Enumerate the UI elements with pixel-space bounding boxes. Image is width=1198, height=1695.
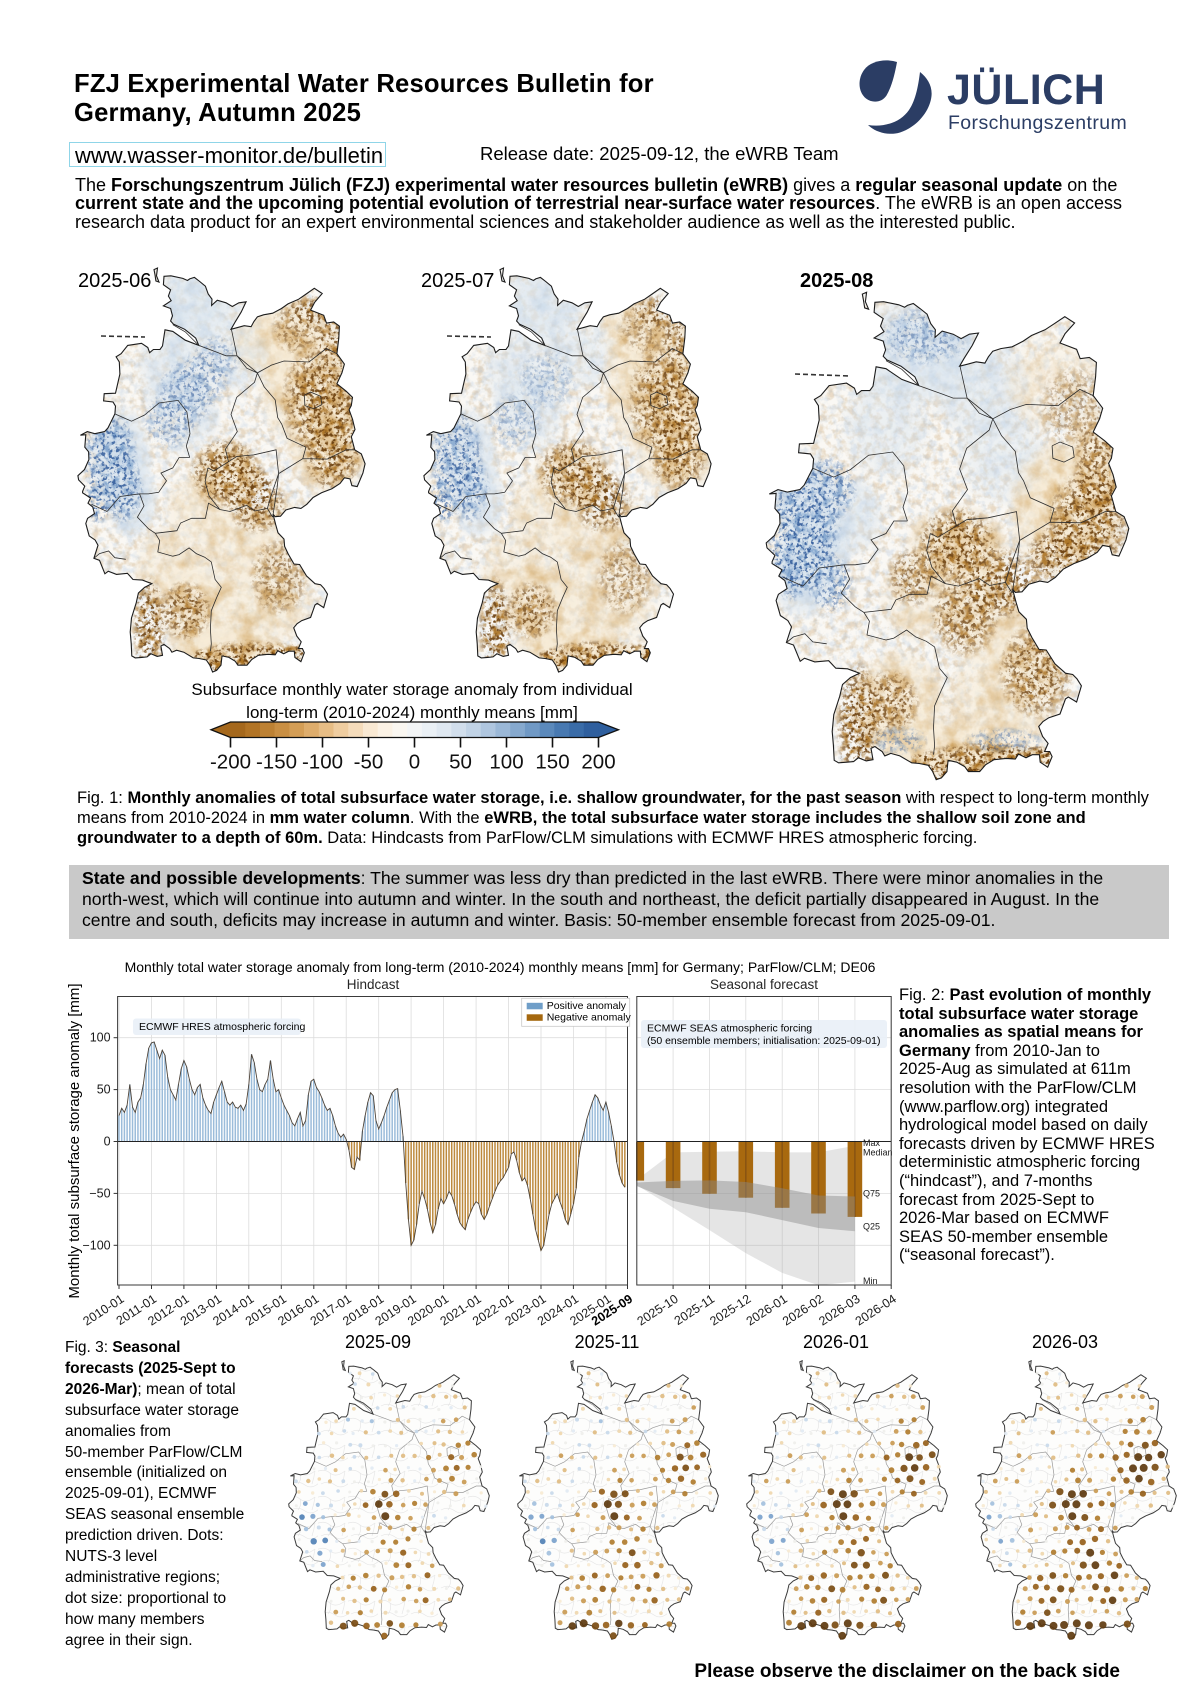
svg-text:JÜLICH: JÜLICH — [947, 66, 1105, 114]
svg-text:Q75: Q75 — [863, 1189, 880, 1199]
svg-text:Forschungszentrum: Forschungszentrum — [948, 112, 1127, 134]
svg-text:ECMWF HRES atmospheric forcing: ECMWF HRES atmospheric forcing — [139, 1021, 305, 1033]
svg-text:Monthly total subsurface stora: Monthly total subsurface storage anomaly… — [66, 983, 83, 1298]
svg-text:ECMWF SEAS atmospheric forcing: ECMWF SEAS atmospheric forcing — [647, 1023, 812, 1035]
svg-text:2026-04: 2026-04 — [853, 1292, 899, 1329]
svg-text:50: 50 — [97, 1083, 111, 1097]
svg-text:Max: Max — [863, 1138, 881, 1148]
svg-text:-50: -50 — [354, 751, 384, 774]
svg-text:−100: −100 — [82, 1238, 110, 1252]
svg-text:Min: Min — [863, 1276, 878, 1286]
svg-text:2026-02: 2026-02 — [780, 1292, 826, 1329]
svg-text:-200: -200 — [210, 751, 251, 774]
svg-text:100: 100 — [489, 751, 523, 774]
svg-text:2025-12: 2025-12 — [707, 1292, 753, 1329]
svg-text:Q25: Q25 — [863, 1222, 880, 1232]
svg-text:200: 200 — [581, 751, 615, 774]
svg-text:100: 100 — [90, 1031, 111, 1045]
svg-text:Hindcast: Hindcast — [347, 977, 400, 992]
svg-text:−50: −50 — [89, 1186, 110, 1200]
svg-text:2025-10: 2025-10 — [635, 1292, 681, 1329]
svg-text:-150: -150 — [256, 751, 297, 774]
svg-text:Seasonal forecast: Seasonal forecast — [710, 977, 818, 992]
svg-text:0: 0 — [104, 1135, 111, 1149]
svg-text:Median: Median — [863, 1148, 893, 1158]
svg-text:50: 50 — [449, 751, 472, 774]
svg-text:(50 ensemble members; initiali: (50 ensemble members; initialisation: 20… — [647, 1035, 880, 1047]
svg-text:-100: -100 — [302, 751, 343, 774]
svg-text:0: 0 — [409, 751, 420, 774]
svg-text:Monthly total water storage an: Monthly total water storage anomaly from… — [125, 959, 876, 975]
svg-text:Negative anomaly: Negative anomaly — [547, 1011, 632, 1023]
svg-text:150: 150 — [535, 751, 569, 774]
svg-text:Positive anomaly: Positive anomaly — [547, 1000, 627, 1012]
